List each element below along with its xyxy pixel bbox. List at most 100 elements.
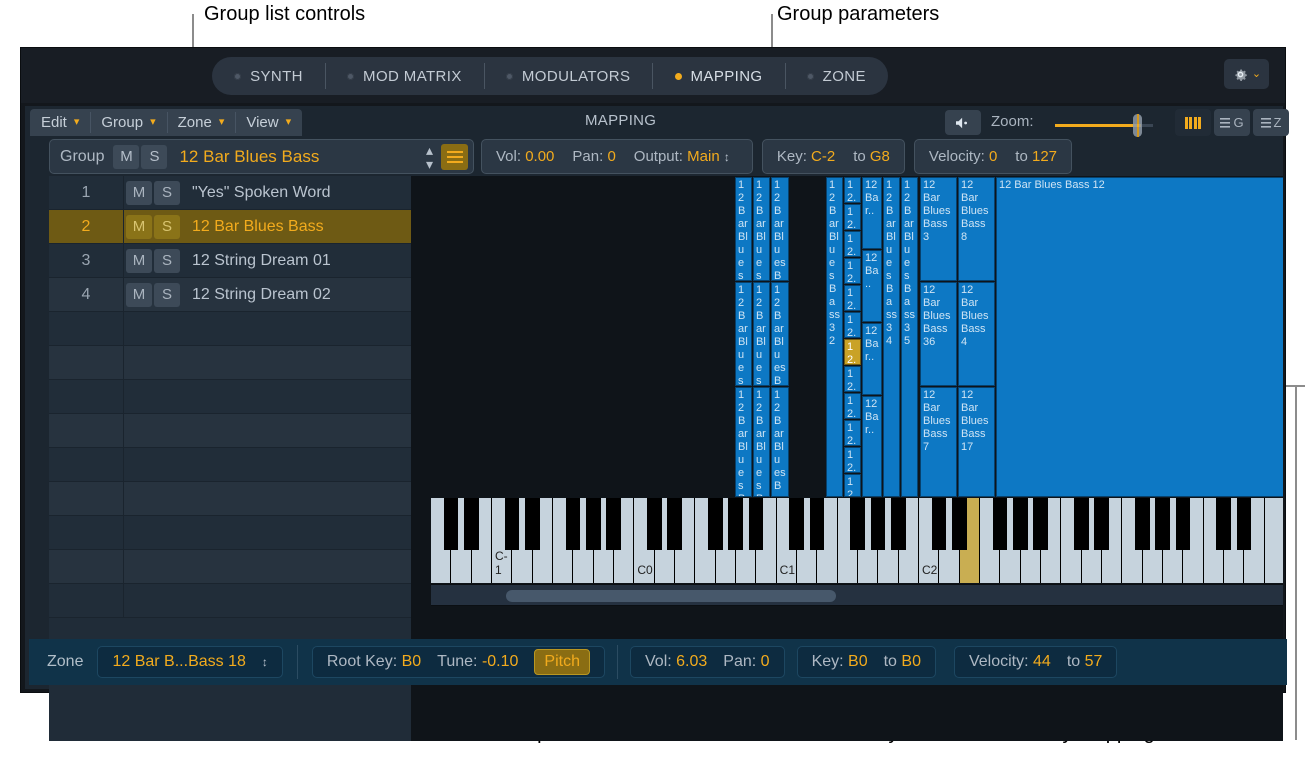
black-key[interactable] xyxy=(504,498,520,550)
group-list-row[interactable]: 2 M S 12 Bar Blues Bass xyxy=(49,210,431,244)
group-list-row[interactable]: 1 M S "Yes" Spoken Word xyxy=(49,176,431,210)
black-key[interactable] xyxy=(1216,498,1231,550)
group-stepper-icon[interactable]: ▴ ▾ xyxy=(425,141,433,172)
mapping-zone[interactable]: 12 Bar Blues Bass B.. xyxy=(753,177,770,281)
tab-mod-matrix[interactable]: MOD MATRIX xyxy=(324,57,484,95)
mapping-zone[interactable]: 12 Bar Blues Bass B.. xyxy=(753,282,770,386)
mapping-zone[interactable]: 12 Bar Blues Bass 4 xyxy=(958,282,995,386)
black-key[interactable] xyxy=(667,498,682,550)
zone-name-value[interactable]: 12 Bar B...Bass 18 xyxy=(112,653,246,670)
mapping-zone[interactable]: 12.. xyxy=(844,366,861,392)
tab-mapping[interactable]: MAPPING xyxy=(652,57,784,95)
black-key[interactable] xyxy=(1012,498,1028,550)
tune-value[interactable]: -0.10 xyxy=(481,653,519,670)
black-key[interactable] xyxy=(728,498,743,550)
mapping-zone[interactable]: 12.. xyxy=(844,285,861,311)
mapping-zone[interactable]: 12 Bar Blues Bass 22 xyxy=(771,387,789,497)
group-view-button[interactable]: G xyxy=(1214,109,1250,136)
black-key[interactable] xyxy=(463,498,479,550)
output-stepper-icon[interactable]: ↕ xyxy=(723,150,730,164)
pan-value[interactable]: 0 xyxy=(760,653,770,670)
zone-vol-pan-box[interactable]: Vol: 6.03 Pan: 0 xyxy=(630,646,785,678)
black-key[interactable] xyxy=(931,498,947,550)
zone-view-button[interactable]: Z xyxy=(1253,109,1289,136)
group-list-empty-row[interactable] xyxy=(49,414,431,448)
menu-edit[interactable]: Edit ▾ xyxy=(30,109,90,136)
group-header-bar[interactable]: Group M S 12 Bar Blues Bass ▴ ▾ xyxy=(49,139,474,174)
keyboard-view-button[interactable] xyxy=(1175,109,1211,136)
black-key[interactable] xyxy=(1033,498,1048,550)
zone-root-tune-box[interactable]: Root Key: B0 Tune: -0.10 Pitch xyxy=(311,646,605,678)
group-list-row[interactable]: 3 M S 12 String Dream 01 xyxy=(49,244,431,278)
black-key[interactable] xyxy=(1073,498,1089,550)
mapping-zone[interactable]: 12 Bar Blues Bass 35 xyxy=(901,177,918,497)
zone-canvas[interactable]: 12 Bar Blues Bass 2112 Bar Blues Bass B.… xyxy=(431,177,1283,497)
group-row-mute-button[interactable]: M xyxy=(126,282,152,307)
group-row-mute-button[interactable]: M xyxy=(126,180,152,205)
group-list-empty-row[interactable] xyxy=(49,550,431,584)
velocity-high-value[interactable]: 57 xyxy=(1084,653,1103,670)
black-key[interactable] xyxy=(1155,498,1170,550)
mapping-zone[interactable]: 12 Bar.. xyxy=(862,323,882,395)
mapping-zone[interactable]: 12 Bar.. xyxy=(862,396,882,497)
black-key[interactable] xyxy=(565,498,581,550)
group-row-solo-button[interactable]: S xyxy=(154,214,180,239)
group-list-toggle-button[interactable] xyxy=(441,143,468,170)
mapping-zone[interactable]: 12.. xyxy=(844,339,861,365)
zone-stepper-icon[interactable]: ↕ xyxy=(261,655,268,669)
zone-name-selector[interactable]: 12 Bar B...Bass 18 ↕ xyxy=(97,646,283,678)
mapping-zone[interactable]: 12 Bar Blues Bass 34 xyxy=(883,177,900,497)
menu-view[interactable]: View ▾ xyxy=(235,109,302,136)
output-value[interactable]: Main xyxy=(687,148,720,165)
black-key[interactable] xyxy=(890,498,906,550)
view-mode-buttons[interactable]: G Z xyxy=(1175,109,1289,136)
mapping-zone[interactable]: 12 Bar Blues Bass 21 xyxy=(771,177,789,281)
black-key[interactable] xyxy=(809,498,825,550)
pitch-toggle-button[interactable]: Pitch xyxy=(534,649,590,675)
mapping-zone[interactable]: 12 Bar Blues Bass B.. xyxy=(735,177,752,281)
mapping-zone[interactable]: 12 Bar Blues Bass 36 xyxy=(920,282,957,386)
black-key[interactable] xyxy=(1236,498,1252,550)
group-mute-solo[interactable]: M S xyxy=(113,144,168,169)
key-high-value[interactable]: B0 xyxy=(901,653,921,670)
tab-synth[interactable]: SYNTH xyxy=(212,57,325,95)
mapping-zone[interactable]: 12 Bar Blues Bass B.. xyxy=(735,282,752,386)
black-key[interactable] xyxy=(606,498,621,550)
main-tabs[interactable]: SYNTH MOD MATRIX MODULATORS MAPPING ZONE xyxy=(212,57,888,95)
group-key-range-box[interactable]: Key: C-2 to G8 xyxy=(761,139,905,174)
group-output-box[interactable]: Vol: 0.00 Pan: 0 Output: Main ↕ xyxy=(481,139,753,174)
tab-zone[interactable]: ZONE xyxy=(784,57,888,95)
pan-value[interactable]: 0 xyxy=(607,148,616,165)
mapping-zone[interactable]: 12 Bar Blues Bass 23 xyxy=(771,282,789,386)
tab-modulators[interactable]: MODULATORS xyxy=(483,57,653,95)
key-high-value[interactable]: G8 xyxy=(869,148,890,165)
velocity-high-value[interactable]: 127 xyxy=(1031,148,1058,165)
group-list-empty-row[interactable] xyxy=(49,482,431,516)
group-velocity-range-box[interactable]: Velocity: 0 to 127 xyxy=(913,139,1073,174)
group-row-solo-button[interactable]: S xyxy=(154,282,180,307)
mapping-zone[interactable]: 12.. xyxy=(844,447,861,473)
black-key[interactable] xyxy=(1094,498,1109,550)
mapping-zone[interactable]: 12 Bar Blues Bass B.. xyxy=(735,387,752,497)
group-name-value[interactable]: 12 Bar Blues Bass xyxy=(179,146,320,166)
black-key[interactable] xyxy=(870,498,886,550)
keyboard[interactable]: C-1 C0 C1 C2 xyxy=(431,498,1283,583)
mapping-zone[interactable]: 12 Bar Blues Bass 3 xyxy=(920,177,957,281)
velocity-low-value[interactable]: 0 xyxy=(988,148,998,165)
black-key[interactable] xyxy=(1134,498,1150,550)
mapping-zone[interactable]: 12 Bar Blues Bass 17 xyxy=(958,387,995,497)
white-key[interactable] xyxy=(1264,498,1283,583)
mapping-zone[interactable]: 12.. xyxy=(844,312,861,338)
group-list-empty-row[interactable] xyxy=(49,312,431,346)
group-row-mute-button[interactable]: M xyxy=(126,248,152,273)
group-row-solo-button[interactable]: S xyxy=(154,248,180,273)
mapping-zone[interactable]: 12.. xyxy=(844,177,861,203)
mapping-zone[interactable]: 12 Bar Blues Bass 32 xyxy=(826,177,843,497)
black-key[interactable] xyxy=(585,498,601,550)
black-key[interactable] xyxy=(443,498,459,550)
editor-menu-bar[interactable]: Edit ▾ Group ▾ Zone ▾ View ▾ xyxy=(30,109,303,136)
menu-group[interactable]: Group ▾ xyxy=(90,109,166,136)
